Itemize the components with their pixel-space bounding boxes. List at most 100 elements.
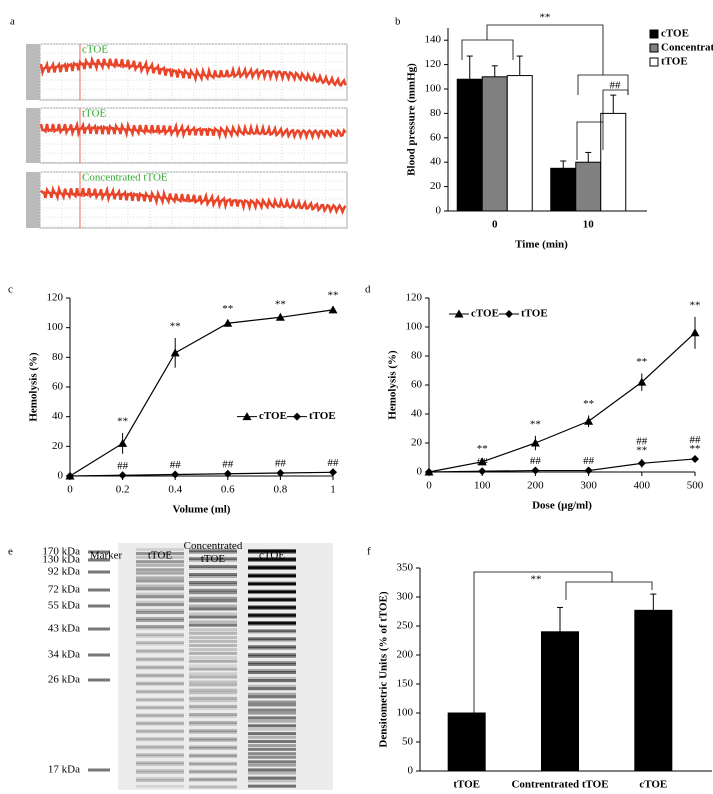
lane-band [136,738,184,742]
y-tick-label: 0 [436,205,442,217]
x-tick-label: 0.6 [221,484,235,496]
bar [600,112,627,212]
lane-band [136,649,184,653]
point [690,328,700,337]
bar [575,161,602,212]
y-axis-title: Hemolysis (%) [387,350,399,420]
lane-band [189,762,237,766]
lane-band [248,755,296,759]
lane-band [189,729,237,733]
lane-band [248,732,296,736]
x-tick-label: 100 [474,480,491,492]
lane-band [189,636,237,640]
annotation: ** [583,398,594,410]
point [637,459,646,468]
y-tick-label: 60 [52,381,64,393]
point [584,466,593,475]
lane-band [248,679,296,683]
lane-band [189,753,237,757]
annotation: ## [170,459,182,471]
lane-band [248,653,296,657]
lane-band [136,674,184,678]
y-tick-label: 80 [52,351,64,363]
lane-band [248,687,296,691]
annotation: ## [275,458,287,470]
legend-label: cTOE [471,308,499,320]
point [531,466,540,475]
trace [39,55,347,88]
lane-band [189,696,237,700]
lane-band [189,651,237,655]
lane-band [189,754,237,758]
legend-marker [505,310,513,318]
lane-band [248,661,296,665]
point [637,377,647,386]
lane-band [189,680,237,684]
marker-label: 55 kDa [48,600,80,612]
lane-label: Marker [90,550,123,562]
lane-band [248,669,296,673]
x-tick-label: 0 [492,219,498,231]
lane-band [248,719,296,723]
legend-marker [454,309,464,318]
marker-label: 17 kDa [48,764,80,776]
lane-band [136,784,184,788]
lane-band [136,682,184,686]
lane-band [136,576,184,580]
lane-band [248,637,296,641]
annotation: ## [636,435,648,447]
x-tick-label: 0.8 [274,484,288,496]
lane-band [248,724,296,728]
annotation: ** [540,12,551,24]
lane-band [136,754,184,758]
lane-band [189,566,237,570]
lane-band [136,722,184,726]
lane-band [136,642,184,646]
annotation: ## [690,434,702,446]
legend-swatch [649,29,659,39]
lane-band [189,565,237,569]
panel-letter: e [8,546,13,558]
marker-label: 26 kDa [48,674,80,686]
lane-band [136,633,184,637]
marker-band [88,570,110,574]
y-tick-label: 120 [406,292,423,304]
lane-band [189,683,237,687]
y-tick-label: 350 [397,562,414,574]
line [69,309,334,477]
lane-band [136,762,184,766]
lane-band [136,737,184,741]
lane-band [189,691,237,695]
lane-band [136,568,184,572]
lane-band [136,625,184,629]
x-tick-label: 0 [67,484,73,496]
lane-band [136,761,184,765]
lane-band [136,600,184,604]
point [66,472,74,480]
lane-band [136,706,184,710]
lane-band [136,689,184,693]
panel-letter: c [8,284,13,296]
point [584,416,594,425]
lane-band [248,716,296,720]
y-axis-title: Densitometric Units (% of tTOE) [378,591,390,748]
lane-band [136,730,184,734]
trace-strip [26,108,40,163]
lane-band [136,616,184,620]
lane-label: cTOE [259,550,285,562]
lane-band [189,672,237,676]
point [118,471,127,480]
annotation: ## [117,460,129,472]
lane-band [189,667,237,671]
legend-label: Concentrated tTOE [661,42,713,54]
lane-band [136,592,184,596]
y-tick-label: 40 [52,410,64,422]
bar [541,631,579,772]
x-tick-label: 400 [634,480,651,492]
line [428,458,696,473]
y-tick-label: 0 [417,466,423,478]
lane-band [189,721,237,725]
annotation: ## [610,80,622,92]
lane-band [189,785,237,789]
lane-band [248,695,296,699]
